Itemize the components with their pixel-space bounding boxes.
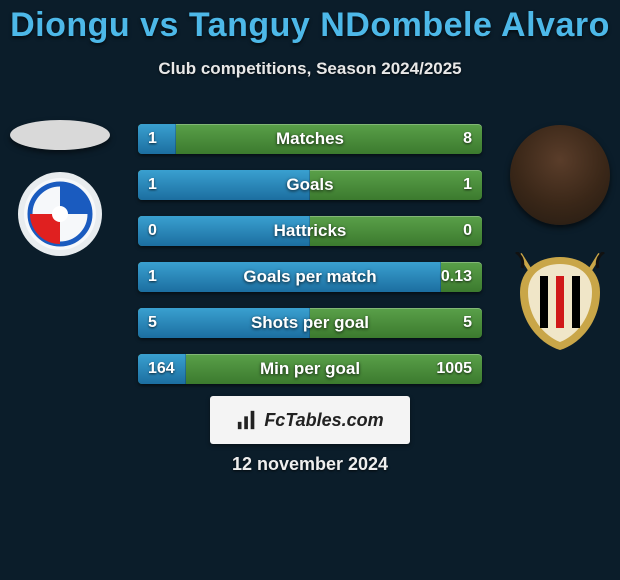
stat-value-left: 1 (138, 262, 167, 292)
stat-bar: 1641005Min per goal (138, 354, 482, 384)
stat-value-right: 8 (453, 124, 482, 154)
stat-value-left: 164 (138, 354, 185, 384)
stat-bars-container: 18Matches11Goals00Hattricks10.13Goals pe… (138, 124, 482, 400)
player-right-avatar (510, 125, 610, 225)
stat-label: Matches (138, 124, 482, 154)
club-crest-left (10, 172, 110, 272)
stat-value-right: 5 (453, 308, 482, 338)
snapshot-date: 12 november 2024 (0, 454, 620, 475)
stat-bar-fill-left (138, 262, 441, 292)
stat-value-left: 1 (138, 170, 167, 200)
stat-bar: 1 8Matches (138, 124, 482, 154)
stat-bar: 55Shots per goal (138, 308, 482, 338)
attribution-text: FcTables.com (264, 410, 383, 431)
stat-bar: 11Goals (138, 170, 482, 200)
attribution-box: FcTables.com (210, 396, 410, 444)
stat-value-left: 0 (138, 216, 167, 246)
comparison-title: Diongu vs Tanguy NDombele Alvaro (0, 0, 620, 45)
player-left-avatar (10, 120, 110, 150)
stat-value-right: 0 (453, 216, 482, 246)
comparison-subtitle: Club competitions, Season 2024/2025 (0, 59, 620, 79)
stat-value-right: 1 (453, 170, 482, 200)
club-crest-right (510, 252, 610, 352)
stat-value-right: 0.13 (431, 262, 482, 292)
stat-value-left: 5 (138, 308, 167, 338)
stat-bar: 10.13Goals per match (138, 262, 482, 292)
stat-value-right: 1005 (426, 354, 482, 384)
chart-icon (236, 409, 258, 431)
stat-bar: 00Hattricks (138, 216, 482, 246)
stat-value-left: 1 (138, 124, 167, 154)
